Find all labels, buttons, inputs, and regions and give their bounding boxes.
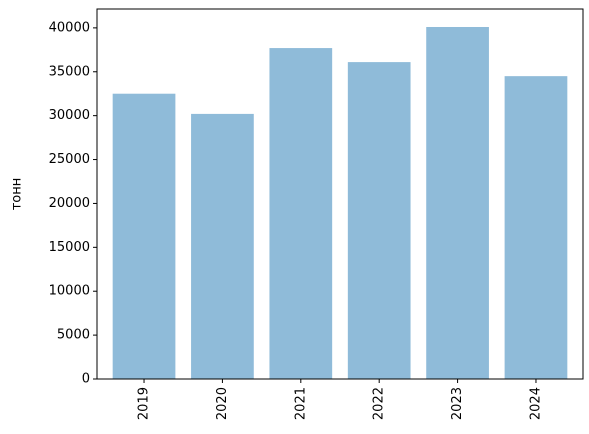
- y-tick-label: 30000: [49, 108, 90, 123]
- y-tick-label: 25000: [49, 152, 90, 167]
- y-tick-label: 5000: [57, 328, 90, 343]
- x-tick-label: 2022: [372, 387, 387, 420]
- x-tick-label: 2024: [528, 387, 543, 420]
- y-tick-label: 20000: [49, 196, 90, 211]
- plot-frame: [96, 8, 584, 380]
- bar: [347, 62, 411, 380]
- bar: [269, 48, 333, 380]
- y-tick-label: 10000: [49, 284, 90, 299]
- x-tick-label: 2020: [215, 387, 230, 420]
- x-tick-label: 2021: [293, 387, 308, 420]
- y-tick-label: 0: [82, 372, 90, 387]
- y-tick-label: 15000: [49, 240, 90, 255]
- bar: [426, 26, 489, 380]
- y-tick-label: 35000: [49, 64, 90, 79]
- x-tick-label: 2019: [137, 387, 152, 420]
- bar: [191, 113, 254, 379]
- y-axis-label: тонн: [10, 178, 25, 211]
- y-tick-label: 40000: [49, 20, 90, 35]
- x-tick-label: 2023: [450, 387, 465, 420]
- bar: [504, 76, 568, 380]
- bar: [112, 93, 176, 379]
